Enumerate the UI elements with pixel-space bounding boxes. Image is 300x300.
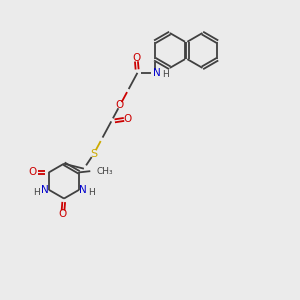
Text: O: O: [116, 100, 124, 110]
Text: H: H: [162, 70, 169, 79]
Text: O: O: [132, 53, 140, 63]
Text: N: N: [153, 68, 161, 78]
Text: S: S: [90, 149, 98, 159]
Text: CH₃: CH₃: [97, 167, 113, 176]
Text: N: N: [41, 185, 49, 195]
Text: O: O: [123, 114, 132, 124]
Text: H: H: [33, 188, 40, 197]
Text: O: O: [28, 167, 37, 177]
Text: O: O: [58, 209, 67, 219]
Text: H: H: [88, 188, 95, 197]
Text: N: N: [80, 185, 87, 195]
